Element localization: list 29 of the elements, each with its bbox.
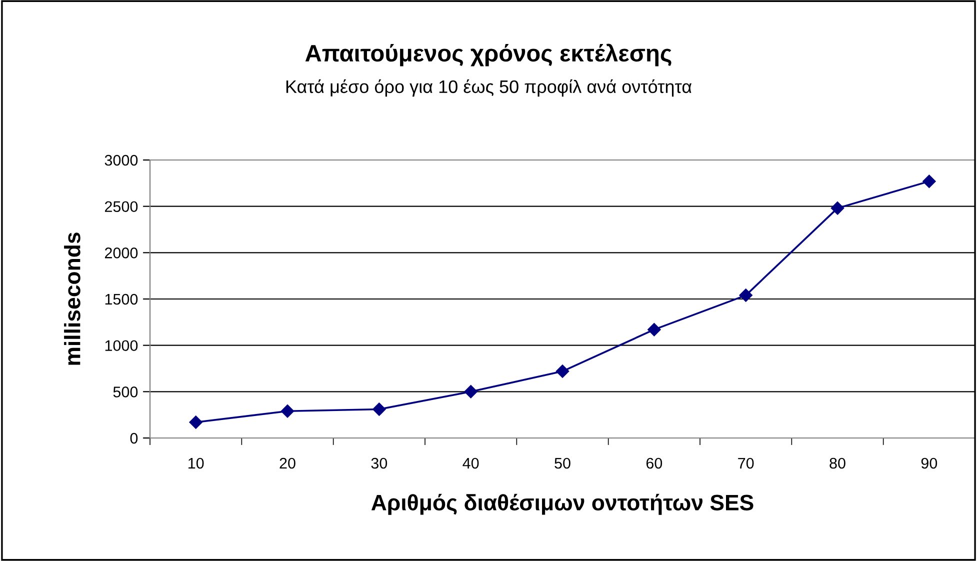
chart-subtitle: Κατά μέσο όρο για 10 έως 50 προφίλ ανά οντότητα [286, 79, 692, 97]
point [372, 402, 386, 416]
y-tick-label: 3000 [104, 154, 138, 166]
y-tick-label: 0 [130, 432, 138, 444]
y-tick-label: 2000 [104, 248, 138, 258]
x-tick-label: 20 [280, 458, 296, 469]
x-tick-label: 70 [738, 458, 754, 469]
x-tick-label: 50 [554, 458, 570, 469]
point [280, 404, 294, 418]
y-tick-label: 1000 [105, 340, 138, 352]
point [648, 322, 661, 336]
chart-title: Απαιτούμενος χρόνος εκτέλεσης [305, 44, 672, 66]
y-tick-label: 1500 [105, 294, 138, 305]
point [739, 288, 752, 302]
point [830, 202, 844, 215]
x-tick-label: 30 [371, 458, 388, 469]
y-tick-label: 500 [113, 386, 138, 398]
y-axis-title: milliseconds [64, 232, 80, 365]
x-tick-label: 10 [188, 458, 204, 469]
x-tick-label: 60 [646, 458, 662, 469]
point [922, 174, 936, 188]
x-tick-label: 90 [921, 458, 938, 469]
point [189, 416, 202, 429]
x-tick-label: 80 [830, 458, 846, 469]
point [464, 385, 478, 398]
x-tick-label: 40 [462, 458, 479, 469]
x-axis-title: Αριθμός διαθέσιμων οντοτήτων SES [371, 494, 754, 515]
y-tick-label: 2500 [104, 201, 138, 212]
point [556, 364, 570, 378]
